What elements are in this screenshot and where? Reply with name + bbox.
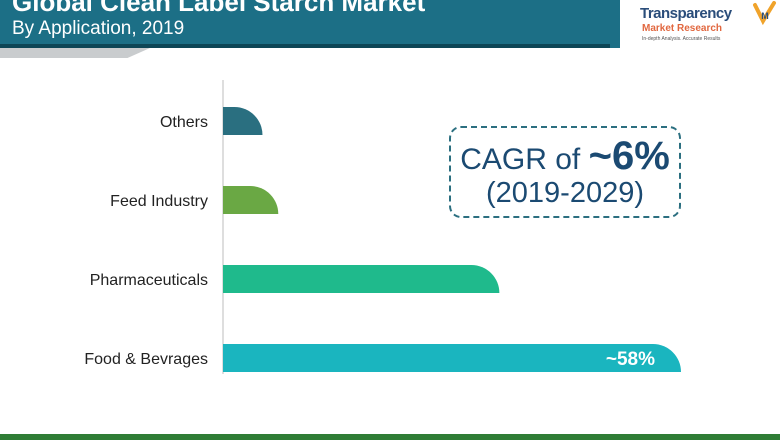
logo-mark-icon: M: [753, 1, 776, 26]
header-banner: Global Clean Label Starch Market By Appl…: [0, 0, 620, 48]
category-label: Others: [160, 114, 208, 131]
cagr-prefix: CAGR of: [460, 143, 589, 176]
header-stripe: [0, 44, 610, 48]
data-label: ~58%: [606, 349, 655, 370]
category-label: Pharmaceuticals: [90, 272, 208, 289]
bar-food-bevrages: [223, 344, 681, 372]
logo-tagline: In-depth Analysis. Accurate Results: [642, 36, 721, 42]
category-label: Food & Bevrages: [84, 351, 208, 368]
chart-title: Global Clean Label Starch Market: [12, 0, 426, 17]
cagr-callout: CAGR of ~6% (2019-2029): [449, 126, 681, 218]
cagr-line: CAGR of ~6%: [451, 134, 679, 179]
header-accent: [0, 48, 150, 58]
logo-name: Transparency: [640, 5, 732, 22]
category-label: Feed Industry: [110, 193, 208, 210]
bar-feed-industry: [223, 186, 279, 214]
cagr-period: (2019-2029): [486, 177, 644, 209]
cagr-value: ~6%: [588, 134, 670, 178]
footer-bar: [0, 434, 780, 440]
logo-mark-letter: M: [761, 11, 769, 21]
bar-others: [223, 107, 263, 135]
chart-subtitle: By Application, 2019: [12, 18, 185, 39]
company-logo: Transparency Market Research In-depth An…: [640, 1, 776, 46]
bar-pharmaceuticals: [223, 265, 500, 293]
logo-subname: Market Research: [642, 23, 723, 34]
